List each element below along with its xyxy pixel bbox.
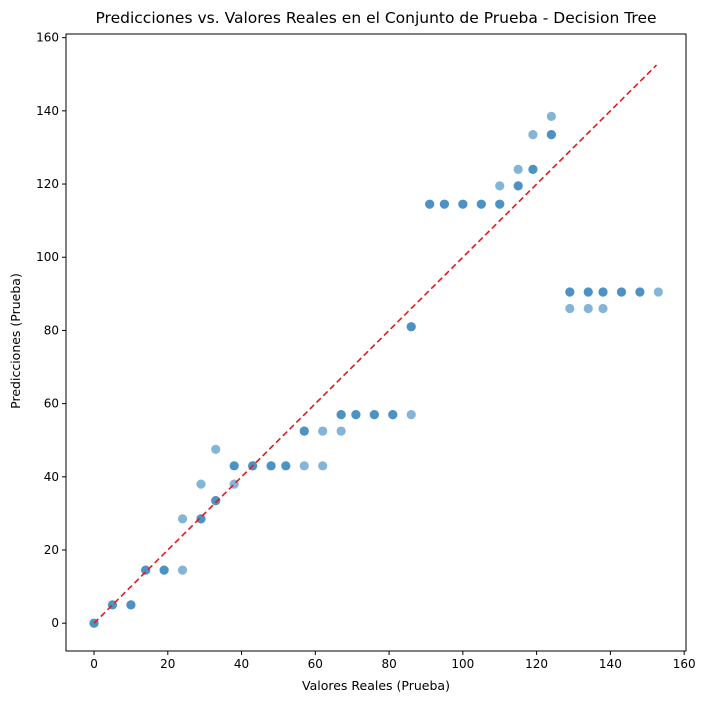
data-point [351,409,361,420]
data-point [211,444,221,454]
data-point [406,409,416,420]
data-point [528,130,538,140]
data-point [281,461,291,471]
data-point [177,514,188,524]
x-tick-label: 20 [160,657,175,671]
data-point [598,303,608,314]
data-point [266,461,276,471]
data-point [369,409,379,420]
data-point [196,514,206,524]
data-point [528,164,538,174]
x-tick-label: 120 [525,657,548,671]
data-point [495,199,505,209]
data-point [159,565,169,575]
data-point [388,409,398,420]
y-tick-label: 80 [44,323,59,337]
x-tick-label: 80 [381,657,396,671]
plot-frame [65,33,687,652]
data-point [616,287,627,297]
x-tick-label: 0 [90,657,98,671]
data-point [583,303,593,314]
data-point [546,111,556,121]
x-tick-label: 100 [451,657,474,671]
data-point [126,600,136,610]
data-point [425,199,435,209]
data-point [336,426,346,436]
y-tick-label: 160 [36,31,59,45]
data-point [299,426,309,436]
y-tick-label: 120 [36,177,59,191]
data-point [177,565,188,575]
y-tick-label: 140 [36,104,59,118]
y-tick-label: 40 [44,470,59,484]
y-tick-label: 60 [44,397,59,411]
data-point [583,287,593,297]
x-tick-label: 160 [673,657,696,671]
data-point [476,199,486,209]
plot-area: 0 20 40 60 80 100 120 140 160 0 20 40 60 80 100 120 140 1… [36,31,696,671]
x-tick-label: 140 [599,657,622,671]
y-tick-label: 100 [36,250,59,264]
data-point [318,461,328,471]
chart-title: Predicciones vs. Valores Reales en el Co… [95,9,656,27]
data-point [141,565,151,575]
data-point [495,181,505,191]
data-point [546,130,556,140]
x-tick-label: 60 [308,657,323,671]
y-tick-label: 20 [44,543,59,557]
reference-line [93,64,658,624]
data-point [318,426,328,436]
data-point [229,461,239,471]
data-point [513,164,523,174]
data-point [513,181,523,191]
y-tick-label: 0 [51,616,59,630]
data-point [439,199,450,209]
data-point [458,199,468,209]
data-point [406,322,416,332]
data-point [299,461,309,471]
data-point [336,409,346,420]
data-point [635,287,645,297]
data-point [196,479,206,489]
data-point [211,495,221,506]
y-axis-label: Predicciones (Prueba) [8,273,23,409]
x-axis-label: Valores Reales (Prueba) [302,678,450,693]
data-point [565,287,575,297]
data-point [653,287,663,297]
x-tick-label: 40 [234,657,249,671]
data-point [598,287,608,297]
data-point [565,303,575,314]
